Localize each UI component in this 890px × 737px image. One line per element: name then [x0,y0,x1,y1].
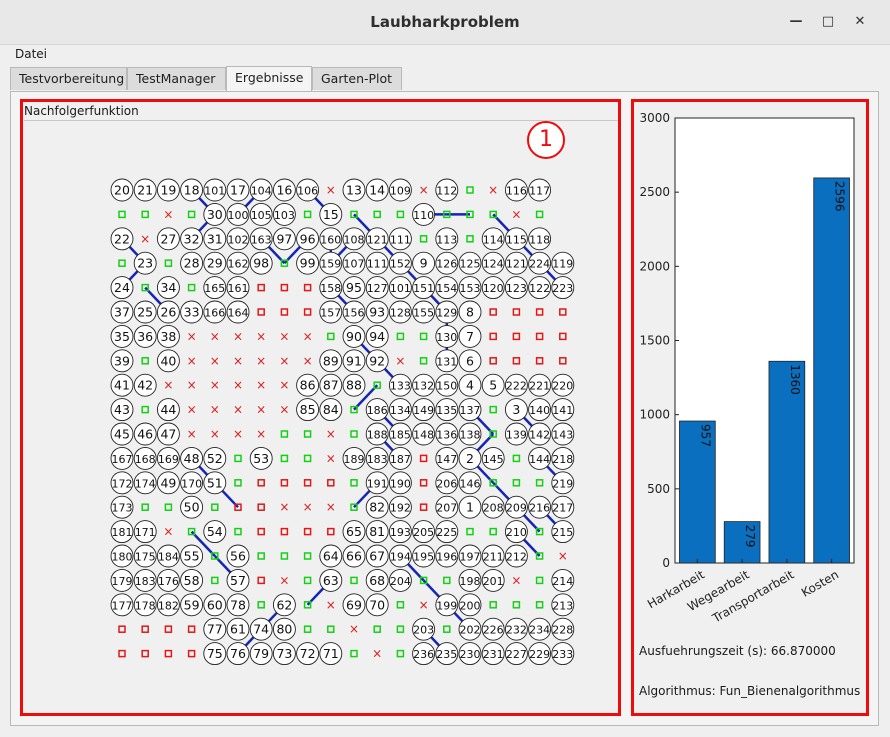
minimize-button[interactable]: — [789,14,803,29]
y-tick-label: 2000 [639,259,670,273]
bar [679,420,716,564]
bar-value-label: 2596 [833,181,847,212]
bar-value-label: 279 [743,525,757,548]
menu-file[interactable]: Datei [15,47,48,61]
y-tick-label: 1500 [639,334,670,348]
tab-garten-plot[interactable]: Garten-Plot [312,67,402,90]
y-tick-label: 3000 [639,111,670,125]
tab-testvorbereitung[interactable]: Testvorbereitung [10,67,127,90]
close-button[interactable]: ✕ [854,14,866,29]
window-title: Laubharkproblem [370,13,520,31]
maximize-button[interactable]: □ [821,14,835,29]
title-bar: Laubharkproblem — □ ✕ [0,0,890,45]
bar [813,177,850,564]
runtime-text: Ausfuehrungszeit (s): 66.870000 [639,644,836,658]
menu-bar: Datei [0,45,890,65]
y-tick-label: 2500 [639,185,670,199]
tab-ergebnisse[interactable]: Ergebnisse [226,66,312,91]
bar-value-label: 957 [698,424,712,447]
y-tick-label: 1000 [639,408,670,422]
algorithm-text: Algorithmus: Fun_Bienenalgorithmus [639,684,861,698]
x-tick-label: Kosten [799,567,841,599]
successor-function-title: Nachfolgerfunktion [24,104,139,118]
group-divider [24,120,618,121]
y-tick-label: 500 [647,482,670,496]
y-tick-label: 0 [662,556,670,570]
tab-testmanager[interactable]: TestManager [127,67,226,90]
bar [768,360,806,564]
x-tick-label: Transportarbeit [709,567,796,626]
badge-1: 1 [527,121,565,159]
bar [723,521,761,564]
bar-value-label: 1360 [788,364,802,395]
